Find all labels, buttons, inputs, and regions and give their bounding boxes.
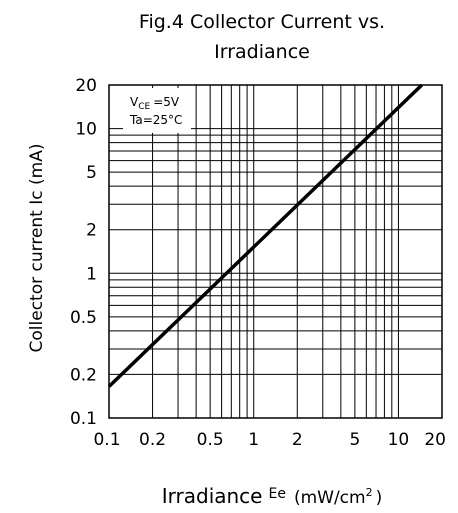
- chart-title-line2: Irradiance: [214, 41, 310, 63]
- x-tick-label: 5: [349, 430, 360, 450]
- x-tick-label: 0.5: [197, 430, 224, 450]
- y-tick-label: 0.2: [70, 365, 97, 385]
- grid: [109, 85, 442, 418]
- y-tick-label: 5: [86, 163, 97, 183]
- chart-title-line1: Fig.4 Collector Current vs.: [139, 11, 385, 33]
- y-tick-label: 2: [86, 221, 97, 241]
- y-tick-labels: 20 10 5 2 1 0.5 0.2 0.1: [70, 76, 97, 429]
- x-tick-label: 20: [424, 430, 446, 450]
- x-axis-label: Irradiance Ee (mW/cm2): [162, 484, 382, 508]
- y-tick-label: 20: [75, 76, 97, 96]
- plot-frame: [108, 84, 443, 419]
- series: [107, 83, 424, 388]
- annotation-ta: Ta=25°C: [129, 113, 182, 127]
- x-tick-label: 0.1: [93, 430, 120, 450]
- y-axis-label: Collector current Ic (mA): [27, 144, 47, 353]
- x-tick-label: 1: [248, 430, 259, 450]
- x-tick-label: 10: [388, 430, 410, 450]
- y-tick-label: 10: [75, 120, 97, 140]
- x-tick-label: 0.2: [139, 430, 166, 450]
- x-tick-label: 2: [292, 430, 303, 450]
- y-tick-label: 0.1: [70, 409, 97, 429]
- y-tick-label: 0.5: [70, 308, 97, 328]
- annotation-box: [123, 88, 191, 133]
- annotation-vce: VCE =5V: [130, 95, 180, 112]
- series-line: [107, 83, 424, 388]
- y-tick-label: 1: [86, 264, 97, 284]
- x-tick-labels: 0.1 0.2 0.5 1 2 5 10 20: [93, 430, 446, 450]
